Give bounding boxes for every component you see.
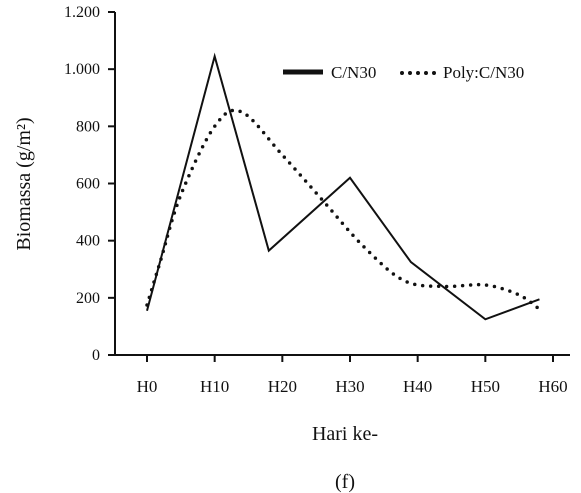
series-line-2 [145, 108, 542, 312]
y-tick-label: 800 [76, 118, 100, 135]
y-tick-labels: 0 200 400 600 800 1.000 1.200 [64, 4, 100, 364]
x-tick-label: H20 [268, 377, 297, 396]
y-tick-label: 0 [92, 347, 100, 364]
x-tick-labels: H0 H10 H20 H30 H40 H50 H60 [137, 377, 568, 396]
y-tick-label: 1.000 [64, 61, 100, 78]
series-group [145, 52, 542, 321]
x-tick-label: H30 [335, 377, 364, 396]
y-tick-label: 400 [76, 233, 100, 250]
series-line-1 [146, 52, 540, 321]
x-tick-label: H10 [200, 377, 229, 396]
figure-caption: (f) [335, 471, 355, 493]
y-axis-group: 0 200 400 600 800 1.000 1.200 Biomassa (g/m²) [13, 4, 116, 364]
y-axis-label: Biomassa (g/m²) [13, 117, 35, 250]
x-tick-label: H0 [137, 377, 158, 396]
y-tick-label: 200 [76, 290, 100, 307]
x-tick-marks [146, 355, 554, 362]
y-tick-label: 1.200 [64, 4, 100, 21]
legend-label-series-2: Poly:C/N30 [443, 63, 524, 82]
x-tick-label: H50 [471, 377, 500, 396]
x-axis-group: H0 H10 H20 H30 H40 H50 H60 Hari ke- (f) [108, 354, 570, 493]
y-tick-marks [108, 11, 115, 356]
x-tick-label: H60 [538, 377, 567, 396]
x-tick-label: H40 [403, 377, 432, 396]
y-tick-label: 600 [76, 176, 100, 193]
legend: C/N30 Poly:C/N30 [283, 63, 524, 82]
legend-label-series-1: C/N30 [331, 63, 376, 82]
x-axis-label: Hari ke- [312, 423, 378, 445]
